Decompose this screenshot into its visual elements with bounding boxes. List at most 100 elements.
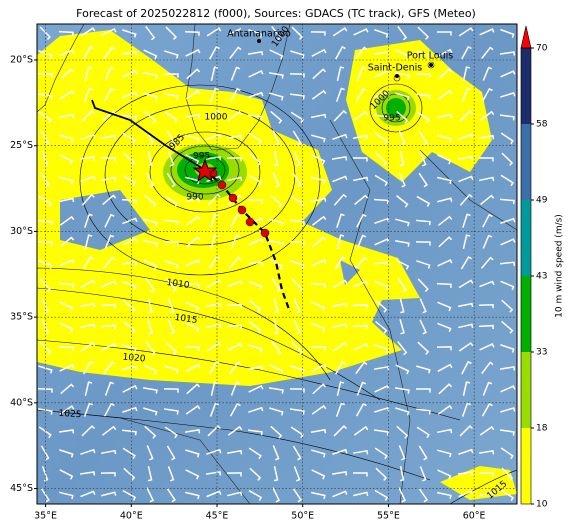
wind-barb <box>270 110 283 124</box>
wind-barb <box>185 301 200 312</box>
wind-barb <box>437 404 453 415</box>
wind-barb <box>478 472 494 477</box>
wind-barb <box>395 92 410 101</box>
wind-barb <box>374 447 388 460</box>
wind-barb <box>332 490 348 498</box>
wind-barb <box>59 469 74 480</box>
wind-barb <box>331 471 348 476</box>
storm-track <box>91 99 206 171</box>
wind-barb <box>457 471 474 476</box>
wind-barb <box>356 66 367 81</box>
wind-barb <box>40 130 50 146</box>
wind-barb <box>479 28 495 36</box>
wind-barb <box>273 298 279 314</box>
wind-barb <box>206 490 222 498</box>
colorbar-label: 10 m wind speed (m/s) <box>555 214 565 318</box>
wind-barb <box>416 365 431 374</box>
wind-barb <box>185 89 201 100</box>
wind-barb <box>208 45 220 60</box>
wind-barb <box>81 193 95 206</box>
wind-barb <box>500 238 516 246</box>
wind-barb <box>458 323 474 329</box>
wind-barb <box>248 29 263 38</box>
wind-barb <box>336 213 345 228</box>
wind-barb <box>460 255 472 270</box>
wind-barb <box>374 280 389 291</box>
wind-barb <box>80 279 96 289</box>
wind-barb <box>310 428 327 434</box>
wind-barb <box>416 111 430 124</box>
wind-barb <box>165 341 178 355</box>
wind-barb <box>208 255 221 270</box>
wind-barb <box>373 114 389 121</box>
wind-barb <box>226 303 242 309</box>
wind-barb <box>143 49 158 60</box>
wind-barb <box>333 109 347 122</box>
wind-barb <box>500 217 516 224</box>
wind-barb <box>290 50 305 59</box>
wind-barb <box>205 471 222 476</box>
wind-barb <box>291 278 303 293</box>
wind-barb <box>437 363 453 372</box>
wind-barb <box>185 197 201 203</box>
wind-barb <box>83 87 93 102</box>
wind-barb <box>334 255 346 270</box>
wind-barb <box>479 491 495 497</box>
wind-barb <box>394 240 410 247</box>
wind-barb <box>311 404 327 415</box>
wind-barb <box>104 66 115 81</box>
wind-barb <box>399 319 405 335</box>
contour-label: 995 <box>193 152 210 162</box>
wind-barb <box>59 363 75 372</box>
wind-barb <box>122 29 137 38</box>
wind-barb <box>461 360 472 375</box>
wind-barb <box>100 324 117 329</box>
wind-barb <box>58 282 74 289</box>
wind-barb <box>356 87 367 102</box>
colorbar-tick-label: 10 <box>536 500 548 510</box>
wind-barb <box>399 298 405 314</box>
wind-barb <box>458 490 474 498</box>
wind-barb <box>59 322 74 333</box>
wind-barb <box>59 176 74 185</box>
colorbar-tick-label: 18 <box>536 424 548 434</box>
wind-barb <box>268 240 284 247</box>
wind-barb <box>207 193 221 206</box>
wind-barb <box>352 303 368 309</box>
wind-barb <box>121 198 137 204</box>
wind-barb <box>478 450 495 455</box>
wind-barb <box>101 491 117 497</box>
wind-barb <box>79 156 96 161</box>
wind-barb <box>394 387 410 394</box>
wind-barb <box>185 259 201 267</box>
wind-barb <box>143 218 158 227</box>
wind-barb <box>501 299 514 313</box>
wind-barb <box>143 407 158 416</box>
wind-barb <box>226 449 243 455</box>
wind-barb <box>331 302 348 308</box>
wind-barb <box>146 172 154 188</box>
wind-barb <box>268 387 284 394</box>
wind-barb <box>122 280 137 290</box>
wind-barb <box>289 73 305 78</box>
wind-barb <box>269 259 284 270</box>
wind-barb <box>206 27 222 37</box>
wind-barb <box>353 176 369 182</box>
wind-barb <box>481 402 493 417</box>
wind-barb <box>209 87 219 102</box>
wind-barb <box>166 172 176 188</box>
wind-barb <box>247 198 263 204</box>
wind-barb <box>289 93 305 100</box>
wind-barb <box>248 238 264 246</box>
wind-barb <box>335 402 345 417</box>
wind-barb <box>356 213 367 228</box>
wind-barb <box>311 363 327 372</box>
wind-barb <box>395 218 410 227</box>
wind-barb <box>272 445 280 461</box>
colorbar-segment <box>521 428 531 504</box>
wind-barb <box>501 320 514 334</box>
wind-barb <box>293 319 301 335</box>
wind-barb <box>147 319 153 335</box>
wind-barb <box>398 130 406 146</box>
wind-barb <box>499 114 515 121</box>
